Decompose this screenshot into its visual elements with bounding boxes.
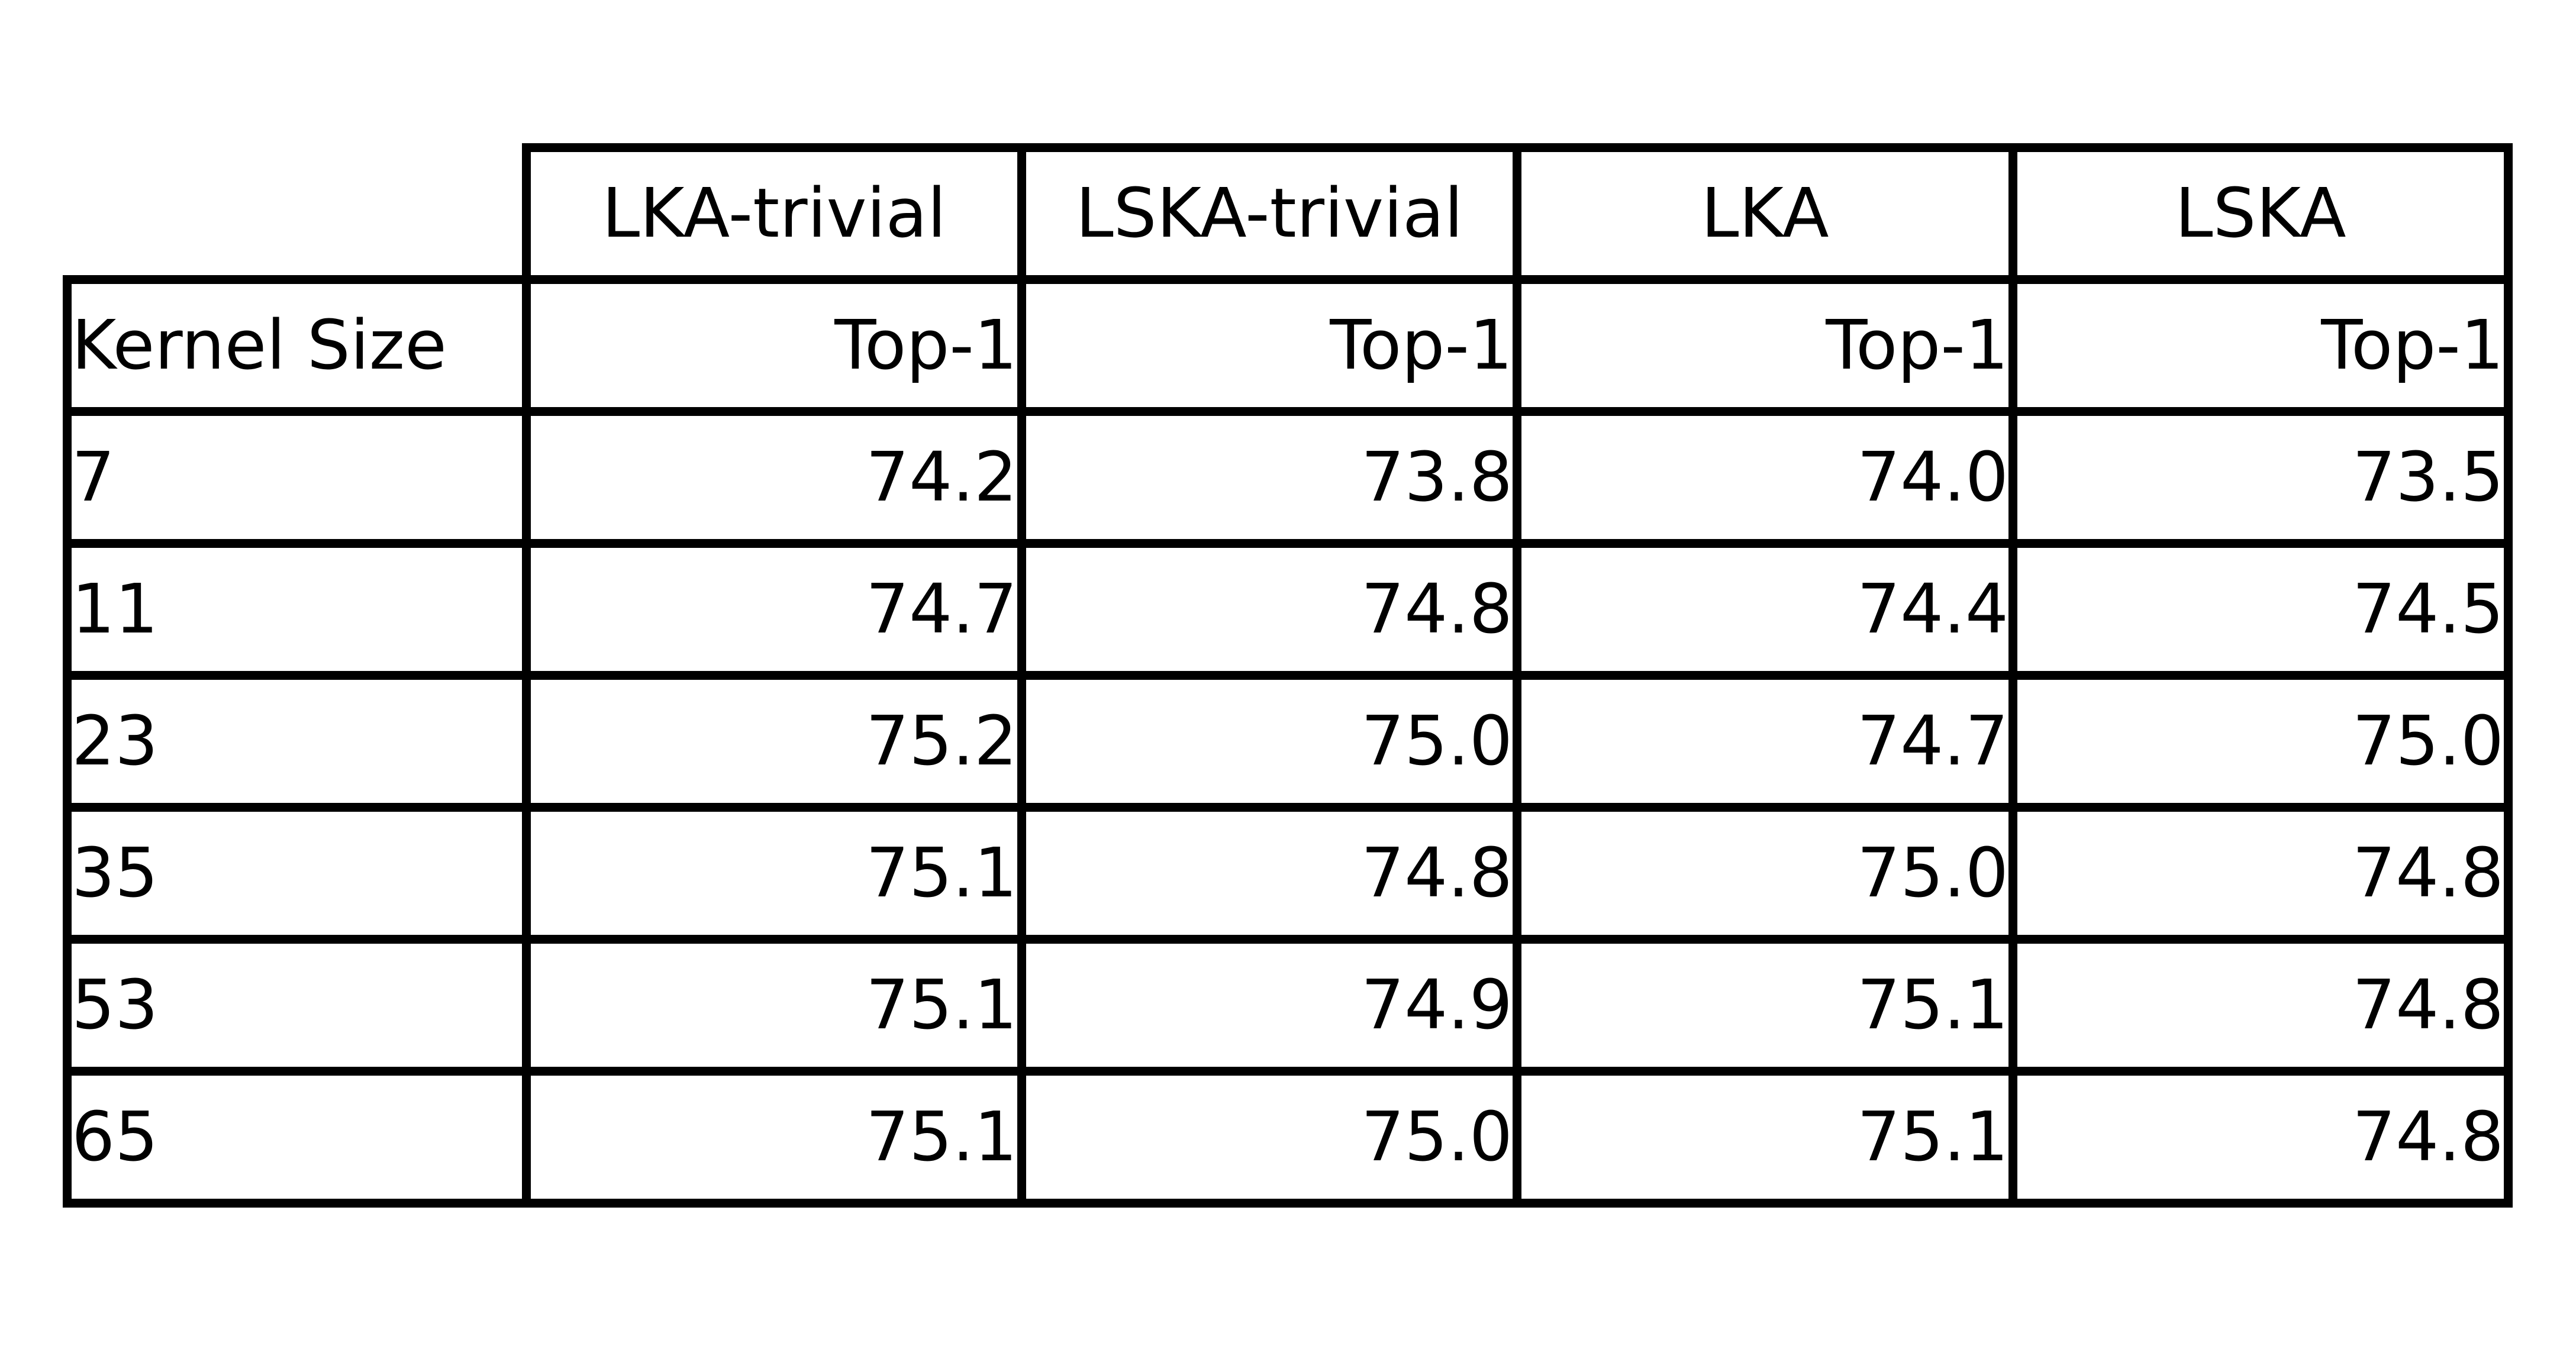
kernel-size-cell: 23 xyxy=(63,671,531,812)
top1-subheader-lska: Top-1 xyxy=(2008,275,2513,416)
value-cell-lka: 75.0 xyxy=(1513,803,2017,944)
value-cell-lka: 74.4 xyxy=(1513,539,2017,680)
corner-blank-cell xyxy=(67,148,527,280)
table-row-kernel-53: 53 75.1 74.9 75.1 74.8 xyxy=(63,935,2513,1076)
top1-subheader-lka-trivial: Top-1 xyxy=(522,275,1026,416)
value-cell-lka-trivial: 74.7 xyxy=(522,539,1026,680)
kernel-size-cell: 35 xyxy=(63,803,531,944)
value-cell-lska-trivial: 74.8 xyxy=(1017,539,1521,680)
value-cell-lska-trivial: 74.8 xyxy=(1017,803,1521,944)
top1-subheader-lska-trivial: Top-1 xyxy=(1017,275,1521,416)
value-cell-lska: 74.5 xyxy=(2008,539,2513,680)
table-row-kernel-23: 23 75.2 75.0 74.7 75.0 xyxy=(63,671,2513,812)
kernel-size-cell: 7 xyxy=(63,407,531,548)
value-cell-lka-trivial: 75.2 xyxy=(522,671,1026,812)
kernel-size-header: Kernel Size xyxy=(63,275,531,416)
kernel-size-cell: 11 xyxy=(63,539,531,680)
value-cell-lka: 75.1 xyxy=(1513,935,2017,1076)
value-cell-lka-trivial: 75.1 xyxy=(522,803,1026,944)
value-cell-lska-trivial: 75.0 xyxy=(1017,1067,1521,1208)
group-header-row: LKA-trivial LSKA-trivial LKA LSKA xyxy=(67,143,2513,284)
value-cell-lska: 74.8 xyxy=(2008,935,2513,1076)
value-cell-lska: 73.5 xyxy=(2008,407,2513,548)
table-row-kernel-65: 65 75.1 75.0 75.1 74.8 xyxy=(63,1067,2513,1208)
table-row-kernel-11: 11 74.7 74.8 74.4 74.5 xyxy=(63,539,2513,680)
value-cell-lska-trivial: 73.8 xyxy=(1017,407,1521,548)
value-cell-lka-trivial: 75.1 xyxy=(522,935,1026,1076)
column-header-lka-trivial: LKA-trivial xyxy=(522,143,1026,284)
value-cell-lka: 74.0 xyxy=(1513,407,2017,548)
kernel-size-cell: 65 xyxy=(63,1067,531,1208)
value-cell-lska: 74.8 xyxy=(2008,1067,2513,1208)
column-header-lska-trivial: LSKA-trivial xyxy=(1017,143,1521,284)
sub-header-row: Kernel Size Top-1 Top-1 Top-1 Top-1 xyxy=(63,275,2513,416)
value-cell-lska-trivial: 75.0 xyxy=(1017,671,1521,812)
column-header-lska: LSKA xyxy=(2008,143,2513,284)
value-cell-lka: 74.7 xyxy=(1513,671,2017,812)
value-cell-lska-trivial: 74.9 xyxy=(1017,935,1521,1076)
value-cell-lska: 74.8 xyxy=(2008,803,2513,944)
kernel-size-results-table: LKA-trivial LSKA-trivial LKA LSKA Kernel… xyxy=(63,143,2513,1208)
value-cell-lka-trivial: 75.1 xyxy=(522,1067,1026,1208)
column-header-lka: LKA xyxy=(1513,143,2017,284)
table-row-kernel-7: 7 74.2 73.8 74.0 73.5 xyxy=(63,407,2513,548)
table-row-kernel-35: 35 75.1 74.8 75.0 74.8 xyxy=(63,803,2513,944)
top1-subheader-lka: Top-1 xyxy=(1513,275,2017,416)
value-cell-lka-trivial: 74.2 xyxy=(522,407,1026,548)
kernel-size-cell: 53 xyxy=(63,935,531,1076)
value-cell-lka: 75.1 xyxy=(1513,1067,2017,1208)
value-cell-lska: 75.0 xyxy=(2008,671,2513,812)
